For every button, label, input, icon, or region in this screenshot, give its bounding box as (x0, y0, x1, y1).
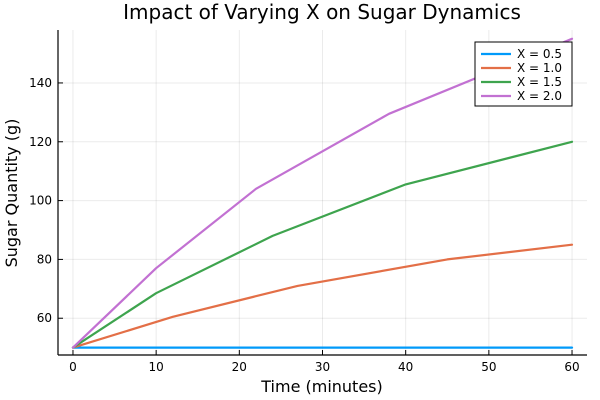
legend: X = 0.5X = 1.0X = 1.5X = 2.0 (474, 41, 573, 107)
y-axis-ticks: 60 80 100 120 140 (29, 76, 63, 325)
legend-label: X = 1.5 (517, 75, 562, 89)
x-tick-label: 0 (69, 360, 77, 374)
x-tick-label: 60 (564, 360, 579, 374)
y-tick-label: 140 (29, 76, 52, 90)
series-line-2 (71, 243, 574, 349)
y-tick-label: 80 (37, 252, 52, 266)
x-tick-label: 50 (481, 360, 496, 374)
x-axis-label: Time (minutes) (260, 377, 383, 396)
legend-label: X = 0.5 (517, 47, 562, 61)
y-tick-label: 60 (37, 311, 52, 325)
legend-label: X = 2.0 (517, 89, 562, 103)
series-line-3 (71, 140, 574, 349)
y-tick-label: 100 (29, 194, 52, 208)
x-tick-label: 20 (232, 360, 247, 374)
x-tick-label: 40 (398, 360, 413, 374)
series-group (71, 37, 574, 349)
series-line-4 (71, 37, 574, 349)
chart-title: Impact of Varying X on Sugar Dynamics (123, 0, 521, 24)
y-axis-label: Sugar Quantity (g) (2, 119, 21, 268)
legend-label: X = 1.0 (517, 61, 562, 75)
x-tick-label: 10 (149, 360, 164, 374)
y-tick-label: 120 (29, 135, 52, 149)
x-tick-label: 30 (315, 360, 330, 374)
x-axis-ticks: 0 10 20 30 40 50 60 (69, 350, 580, 374)
